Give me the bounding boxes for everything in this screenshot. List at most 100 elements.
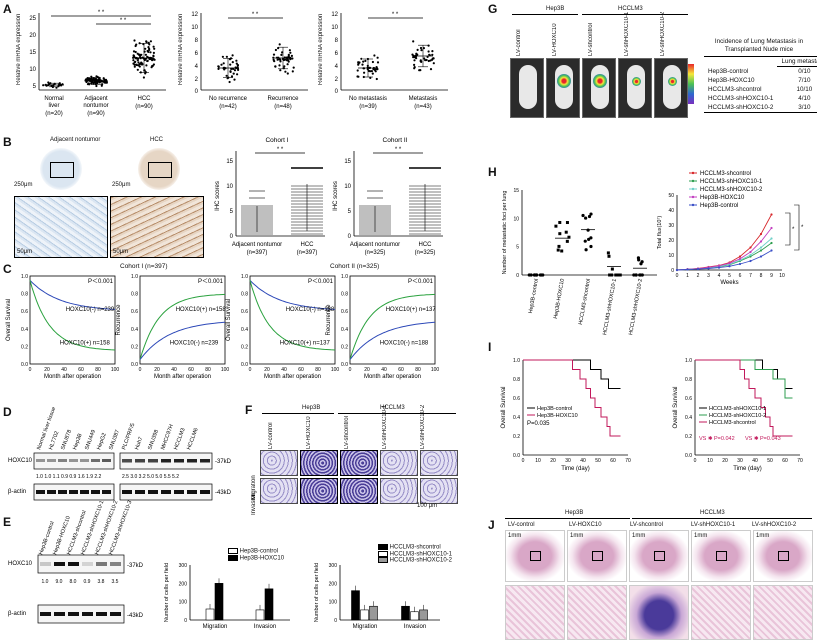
data-point (565, 221, 569, 225)
data-point (606, 251, 610, 255)
band (96, 612, 107, 616)
data-point (376, 61, 380, 64)
svg-text:0: 0 (139, 367, 142, 373)
data-point (431, 53, 434, 56)
data-point (371, 60, 374, 64)
data-point (363, 71, 366, 74)
svg-text:60: 60 (782, 458, 788, 464)
data-point (96, 81, 99, 85)
data-point (144, 47, 147, 50)
panel-c-title-1: Cohort I (n=397) (120, 263, 168, 270)
data-point (133, 39, 136, 42)
svg-text:70: 70 (797, 458, 803, 464)
panel-b-label-adjacent: Adjacent nontumor (50, 137, 101, 143)
data-point (589, 244, 593, 249)
svg-text:50: 50 (595, 458, 601, 464)
data-point (272, 58, 275, 61)
svg-text:-43kD: -43kD (215, 490, 232, 496)
svg-text:Recurrence: Recurrence (326, 304, 332, 336)
data-point (139, 62, 142, 65)
bioluminescence-image (510, 58, 544, 118)
svg-text:3.8: 3.8 (98, 579, 105, 585)
band (174, 490, 184, 494)
data-point (281, 51, 284, 54)
band (40, 562, 51, 566)
svg-text:30: 30 (565, 458, 571, 464)
data-point (427, 50, 430, 53)
svg-text:40: 40 (171, 367, 177, 373)
data-point (610, 273, 614, 277)
bioluminescence-image (582, 58, 616, 118)
svg-text:10: 10 (344, 184, 351, 190)
km-plot: Overall Survival 1.0 0.8 0.6 0.4 0.2 0.00 20 40 6… (226, 274, 339, 380)
svg-text:HOXC10(+) n=158: HOXC10(+) n=158 (60, 341, 111, 347)
svg-text:8: 8 (760, 273, 763, 279)
svg-text:HOXC10(+) n=158: HOXC10(+) n=158 (176, 307, 227, 313)
svg-text:Migration: Migration (353, 624, 378, 630)
series-line (676, 238, 772, 271)
svg-text:SNU398: SNU398 (147, 429, 160, 451)
svg-text:Hep3B-HOXC10: Hep3B-HOXC10 (553, 278, 566, 319)
svg-text:15: 15 (513, 188, 519, 194)
svg-text:HCCLM3-shHOXC10-2: HCCLM3-shHOXC10-2 (700, 187, 763, 193)
svg-text:HCCLM3-shcontrol: HCCLM3-shcontrol (578, 278, 592, 325)
data-point (142, 76, 145, 79)
transwell-image (260, 450, 298, 476)
panel-label-c: C (3, 262, 12, 276)
svg-text:HOXC10: HOXC10 (8, 458, 33, 464)
data-point (427, 59, 430, 63)
data-point (237, 68, 240, 71)
ihc-adjacent-zoom: 50μm (14, 196, 108, 258)
svg-text:0: 0 (249, 367, 252, 373)
panel-g-table: Incidence of Lung Metastasis in Transpla… (704, 38, 817, 113)
data-point (370, 70, 373, 73)
bioluminescence-image (546, 58, 580, 118)
svg-text:20: 20 (29, 33, 36, 39)
svg-text:1.0: 1.0 (513, 358, 520, 364)
band (96, 562, 107, 566)
svg-text:8: 8 (195, 38, 199, 44)
svg-text:10: 10 (513, 216, 519, 222)
data-point (47, 81, 50, 84)
svg-text:Overall Survival: Overall Survival (501, 386, 507, 428)
svg-text:1: 1 (686, 273, 689, 279)
data-point (231, 54, 234, 57)
svg-text:5: 5 (516, 245, 519, 251)
panel-a-plot-2: 12 10 8 6 4 2 0 * * No recurrence (n=42)… (191, 12, 308, 110)
svg-text:5: 5 (230, 209, 234, 215)
data-point (360, 57, 363, 60)
svg-text:P＜0.001: P＜0.001 (408, 279, 434, 285)
svg-text:No recurrence: No recurrence (209, 96, 248, 102)
svg-text:0.4: 0.4 (685, 415, 692, 421)
data-point (145, 64, 148, 67)
data-point (91, 78, 95, 81)
svg-text:Time (day): Time (day) (733, 466, 761, 472)
data-point (286, 72, 289, 75)
svg-text:12: 12 (331, 12, 338, 18)
data-point (229, 63, 232, 66)
svg-text:1.0: 1.0 (42, 579, 49, 585)
data-point (640, 273, 644, 277)
svg-text:0.6: 0.6 (341, 309, 348, 315)
bioluminescence-image (618, 58, 652, 118)
svg-text:40: 40 (281, 367, 287, 373)
data-point (225, 55, 228, 58)
band (58, 490, 67, 494)
data-point (101, 83, 104, 86)
svg-text:0.4: 0.4 (241, 327, 248, 333)
data-point (581, 213, 585, 218)
svg-text:0.4: 0.4 (341, 327, 348, 333)
svg-text:1.0: 1.0 (685, 358, 692, 364)
svg-text:1.0: 1.0 (341, 274, 348, 280)
data-point (358, 61, 361, 64)
lum-scale-bar (688, 64, 694, 104)
data-point (638, 273, 642, 277)
svg-text:100: 100 (111, 367, 120, 373)
svg-text:(n=39): (n=39) (359, 104, 377, 110)
panel-label-h: H (488, 165, 497, 179)
km-curve-top (249, 280, 336, 310)
data-point (416, 48, 419, 52)
svg-text:25: 25 (29, 16, 36, 22)
